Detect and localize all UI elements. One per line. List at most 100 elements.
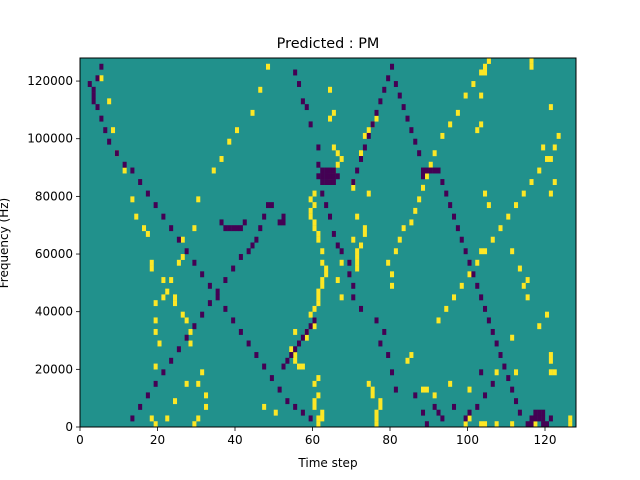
heatmap-background (80, 58, 576, 427)
heatmap-cell-high (510, 334, 515, 341)
heatmap-cell-high (173, 294, 178, 301)
heatmap-cell-high (165, 288, 170, 295)
heatmap-cell-low (223, 305, 228, 312)
heatmap-cell-high (552, 179, 557, 185)
heatmap-cell-low (262, 363, 267, 370)
heatmap-cell-low (479, 294, 484, 301)
heatmap-cell-low (99, 63, 104, 70)
heatmap-cell-high (316, 294, 321, 301)
heatmap-cell-high (266, 63, 271, 70)
heatmap-cell-high (316, 300, 321, 307)
heatmap-cell-high (196, 196, 201, 203)
heatmap-cell-high (362, 132, 367, 139)
heatmap-cell-high (320, 415, 325, 422)
heatmap-cell-high (122, 167, 127, 174)
heatmap-cell-high (331, 144, 336, 151)
heatmap-cell-high (459, 282, 464, 289)
heatmap-cell-high (258, 86, 263, 93)
heatmap-cell-high (556, 132, 561, 139)
heatmap-cell-low (297, 340, 302, 347)
heatmap-cell-high (153, 300, 158, 307)
heatmap-cell-low (328, 173, 333, 180)
heatmap-cell-high (153, 363, 158, 370)
heatmap-cell-low (424, 421, 429, 428)
heatmap-cell-low (300, 334, 305, 341)
heatmap-cell-high (568, 421, 573, 428)
heatmap-cell-high (312, 305, 317, 312)
heatmap-cell-low (490, 380, 495, 387)
heatmap-cell-low (413, 392, 418, 399)
heatmap-cell-high (483, 248, 488, 255)
heatmap-cell-low (300, 98, 305, 105)
heatmap-cell-high (192, 225, 197, 232)
heatmap-cell-low (452, 403, 457, 410)
heatmap-cell-high (483, 63, 488, 70)
heatmap-cell-low (436, 167, 441, 174)
heatmap-cell-high (386, 259, 391, 266)
heatmap-cell-high (316, 236, 321, 243)
heatmap-cell-low (335, 173, 340, 180)
heatmap-cell-high (130, 196, 135, 203)
heatmap-cell-low (223, 277, 228, 284)
heatmap-cell-low (331, 173, 336, 180)
heatmap-cell-high (149, 415, 154, 422)
heatmap-cell-low (475, 403, 480, 410)
heatmap-cell-high (320, 277, 325, 284)
heatmap-cell-high (355, 254, 360, 260)
heatmap-cell-high (548, 156, 553, 162)
heatmap-cell-high (316, 288, 321, 295)
heatmap-cell-low (517, 409, 522, 416)
heatmap-cell-low (483, 305, 488, 312)
heatmap-cell-low (409, 127, 414, 134)
heatmap-cell-low (545, 421, 550, 428)
heatmap-cell-low (200, 271, 205, 278)
heatmap-cell-low (293, 403, 298, 410)
heatmap-cell-low (428, 167, 433, 174)
heatmap-cell-low (486, 317, 491, 324)
heatmap-cell-low (316, 173, 321, 180)
heatmap-cell-high (200, 369, 205, 376)
heatmap-cell-low (238, 328, 243, 335)
heatmap-cell-high (180, 236, 185, 243)
heatmap-cell-low (161, 369, 166, 376)
heatmap-cell-high (173, 300, 178, 307)
heatmap-cell-high (521, 282, 526, 289)
heatmap-cell-low (262, 213, 267, 220)
heatmap-cell-low (467, 259, 472, 266)
heatmap-cell-low (455, 225, 460, 232)
heatmap-cell-low (300, 409, 305, 416)
heatmap-cell-high (390, 282, 395, 289)
heatmap-cell-low (153, 380, 158, 387)
heatmap-cell-low (254, 236, 259, 243)
heatmap-cell-high (142, 225, 147, 232)
heatmap-cell-high (479, 92, 484, 99)
heatmap-cell-low (440, 415, 445, 422)
heatmap-cell-high (529, 63, 534, 70)
heatmap-cell-high (366, 190, 371, 197)
heatmap-cell-low (498, 352, 503, 358)
heatmap-cell-high (99, 75, 104, 82)
heatmap-cell-low (293, 346, 298, 353)
heatmap-cell-high (149, 259, 154, 266)
heatmap-cell-low (479, 369, 484, 376)
x-tick-label: 100 (456, 433, 479, 447)
heatmap-cell-high (355, 265, 360, 272)
heatmap-cell-low (145, 190, 150, 197)
heatmap-cell-low (320, 173, 325, 180)
heatmap-cell-high (204, 392, 209, 399)
heatmap-cell-low (405, 115, 410, 122)
heatmap-cell-low (351, 179, 356, 185)
heatmap-cell-high (417, 196, 422, 203)
heatmap-cell-high (316, 375, 321, 382)
heatmap-cell-low (525, 421, 530, 428)
y-tick-label: 0 (65, 420, 73, 434)
heatmap-cell-high (514, 369, 519, 376)
heatmap-cell-low (355, 167, 360, 174)
heatmap-cell-high (432, 150, 437, 157)
heatmap-cell-high (409, 219, 414, 226)
heatmap-cell-low (440, 179, 445, 185)
heatmap-cell-high (529, 58, 534, 64)
heatmap-cell-high (463, 421, 468, 428)
heatmap-cell-low (312, 317, 317, 324)
heatmap-cell-low (382, 86, 387, 93)
